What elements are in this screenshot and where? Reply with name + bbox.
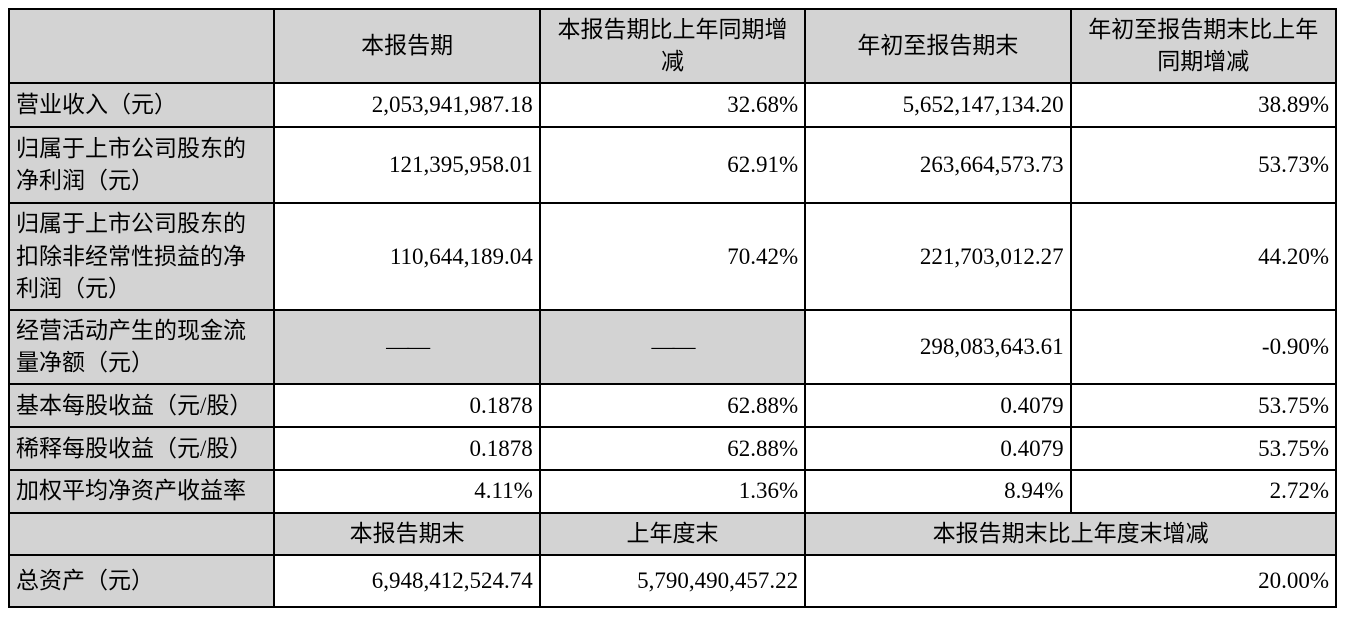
row-net-profit-attributable: 归属于上市公司股东的净利润（元） 121,395,958.01 62.91% 263,… [7,126,1338,205]
value-total-assets-change: 20.00% [804,553,1337,608]
label-net-profit-deducting-nonrecurring: 归属于上市公司股东的扣除非经常性损益的净利润（元） [7,202,276,311]
col-header-current-period-yoy-change: 本报告期比上年同期增减 [538,7,807,85]
value-revenue-yoy: 32.68% [538,82,807,129]
value-basic-eps-yoy: 62.88% [538,383,807,429]
col-header-ytd-yoy-change: 年初至报告期末比上年同期增减 [1069,7,1338,85]
label-weighted-average-roe: 加权平均净资产收益率 [7,469,276,514]
financial-summary-table: 本报告期 本报告期比上年同期增减 年初至报告期末 年初至报告期末比上年同期增减 营业收入… [7,7,1338,608]
row-net-profit-deducting-nonrecurring: 归属于上市公司股东的扣除非经常性损益的净利润（元） 110,644,189.04 7… [7,202,1338,311]
label-operating-cash-flow: 经营活动产生的现金流量净额（元） [7,308,276,386]
header-row-period-end: 本报告期末 上年度末 本报告期末比上年度末增减 [7,511,1337,556]
value-roe-ytd-yoy: 2.72% [1069,469,1338,514]
value-net-profit-ytd-yoy: 53.73% [1069,126,1338,205]
label-diluted-eps: 稀释每股收益（元/股） [7,426,276,472]
row-operating-revenue: 营业收入（元） 2,053,941,987.18 32.68% 5,652,147,1… [7,82,1338,129]
value-revenue-ytd: 5,652,147,134.20 [804,82,1072,129]
value-deducted-profit-current: 110,644,189.04 [273,202,541,311]
value-roe-current: 4.11% [273,469,541,514]
value-total-assets-current: 6,948,412,524.74 [273,553,541,608]
value-net-profit-ytd: 263,664,573.73 [804,126,1072,205]
value-basic-eps-ytd-yoy: 53.75% [1069,383,1338,429]
value-net-profit-current: 121,395,958.01 [273,126,541,205]
value-total-assets-prior-year: 5,790,490,457.22 [538,553,807,608]
value-deducted-profit-ytd: 221,703,012.27 [804,202,1072,311]
label-total-assets: 总资产（元） [7,553,276,608]
value-cash-flow-ytd-yoy: -0.90% [1069,308,1338,386]
value-diluted-eps-current: 0.1878 [273,426,541,472]
value-diluted-eps-ytd-yoy: 53.75% [1069,426,1338,472]
col-header-end-of-current-period: 本报告期末 [273,511,541,556]
label-net-profit-attributable: 归属于上市公司股东的净利润（元） [7,126,276,205]
header-row-periods: 本报告期 本报告期比上年同期增减 年初至报告期末 年初至报告期末比上年同期增减 [7,7,1338,85]
placeholder-dash-yoy: —— [538,308,807,386]
financial-summary-table-body: 本报告期 本报告期比上年同期增减 年初至报告期末 年初至报告期末比上年同期增减 营业收入… [7,7,1338,608]
value-revenue-current: 2,053,941,987.18 [273,82,541,129]
value-cash-flow-ytd: 298,083,643.61 [804,308,1072,386]
col-header-current-period: 本报告期 [273,7,541,85]
row-weighted-average-roe: 加权平均净资产收益率 4.11% 1.36% 8.94% 2.72% [7,469,1338,514]
value-deducted-profit-yoy: 70.42% [538,202,807,311]
value-net-profit-yoy: 62.91% [538,126,807,205]
col-header-change-vs-prior-year-end: 本报告期末比上年度末增减 [804,511,1337,556]
col-header-ytd: 年初至报告期末 [804,7,1072,85]
value-diluted-eps-ytd: 0.4079 [804,426,1072,472]
row-basic-eps: 基本每股收益（元/股） 0.1878 62.88% 0.4079 53.75% [7,383,1338,429]
row-diluted-eps: 稀释每股收益（元/股） 0.1878 62.88% 0.4079 53.75% [7,426,1338,472]
value-roe-yoy: 1.36% [538,469,807,514]
label-operating-revenue: 营业收入（元） [7,82,276,129]
header2-blank-cell [7,511,276,556]
value-roe-ytd: 8.94% [804,469,1072,514]
corner-blank-cell [7,7,276,85]
col-header-end-of-prior-year: 上年度末 [538,511,807,556]
value-basic-eps-ytd: 0.4079 [804,383,1072,429]
row-operating-cash-flow: 经营活动产生的现金流量净额（元） —— —— 298,083,643.61 -0.90% [7,308,1338,386]
value-deducted-profit-ytd-yoy: 44.20% [1069,202,1338,311]
label-basic-eps: 基本每股收益（元/股） [7,383,276,429]
value-diluted-eps-yoy: 62.88% [538,426,807,472]
value-basic-eps-current: 0.1878 [273,383,541,429]
placeholder-dash-current: —— [273,308,541,386]
row-total-assets: 总资产（元） 6,948,412,524.74 5,790,490,457.22 20… [7,553,1337,608]
value-revenue-ytd-yoy: 38.89% [1069,82,1338,129]
